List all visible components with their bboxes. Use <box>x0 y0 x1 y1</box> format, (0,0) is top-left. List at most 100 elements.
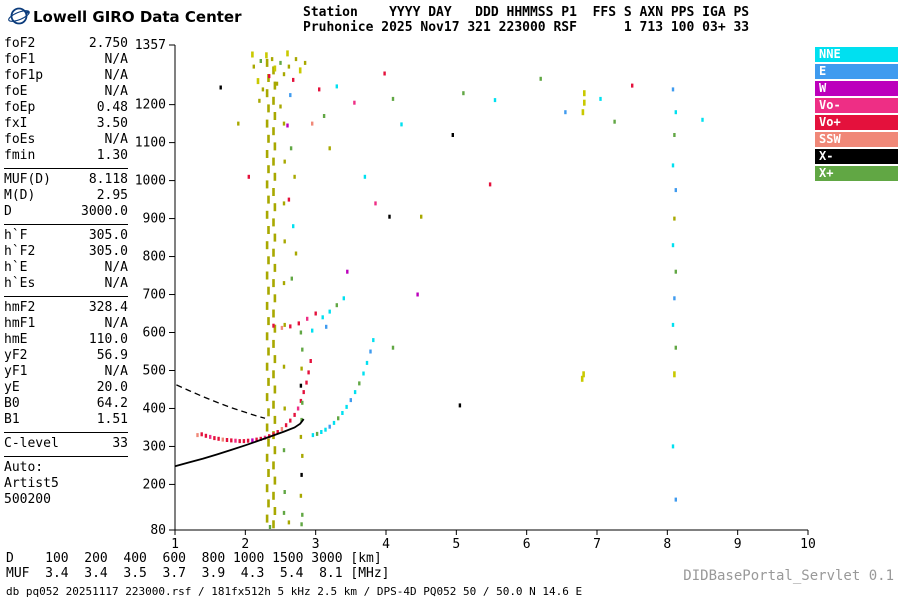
echo-type-legend: NNE E W Vo- Vo+ SSW X- X+ <box>815 47 898 183</box>
series-trace-vo-plus <box>200 71 634 444</box>
param-label: h`F <box>4 228 28 243</box>
x-tick-label: 2 <box>241 537 249 552</box>
param-row-fof1: foF1 N/A <box>4 52 128 68</box>
param-value: N/A <box>104 132 128 147</box>
x-tick-label: 7 <box>593 537 601 552</box>
legend-item-x: X- <box>815 149 898 164</box>
brand-title: Lowell GIRO Data Center <box>33 8 242 26</box>
param-label: foF1p <box>4 68 44 83</box>
param-value: 2.95 <box>96 188 128 203</box>
legend-item-w: W <box>815 81 898 96</box>
param-row-fxi: fxI 3.50 <box>4 116 128 132</box>
param-value: 305.0 <box>88 228 128 243</box>
param-row-hme: hmE 110.0 <box>4 332 128 348</box>
y-tick-label: 600 <box>143 326 166 341</box>
param-value: 8.118 <box>88 172 128 187</box>
param-label: foF1 <box>4 52 36 67</box>
series-trace-w <box>251 123 419 443</box>
param-label: D <box>4 204 12 219</box>
param-label: hmE <box>4 332 28 347</box>
param-value: 0.48 <box>96 100 128 115</box>
axes: 8020030040050060070080090010001100120013… <box>135 38 816 552</box>
y-tick-label: 400 <box>143 401 166 416</box>
param-label: B0 <box>4 396 20 411</box>
param-row-foep: foEp 0.48 <box>4 100 128 116</box>
param-value: N/A <box>104 84 128 99</box>
parameter-panel: foF2 2.750 foF1 N/A foF1p N/A foE N/A foEp 0.48 fx… <box>4 36 128 508</box>
param-row-foe: foE N/A <box>4 84 128 100</box>
param-row-muf-d: MUF(D) 8.118 <box>4 172 128 188</box>
param-value: 3.50 <box>96 116 128 131</box>
legend-item-xplus: X+ <box>815 166 898 181</box>
param-value: 1.30 <box>96 148 128 163</box>
param-label: MUF(D) <box>4 172 51 187</box>
legend-item-voplus: Vo+ <box>815 115 898 130</box>
param-value: 328.4 <box>88 300 128 315</box>
param-row-h-f: h`F 305.0 <box>4 228 128 244</box>
station-header: Station YYYY DAY DDD HHMMSS P1 FFS S AXN… <box>303 5 750 35</box>
param-row-artist5: Artist5 <box>4 476 128 492</box>
param-label: fxI <box>4 116 28 131</box>
y-tick-label: 1200 <box>135 98 166 113</box>
param-row-c-level: C-level 33 <box>4 436 128 452</box>
lowell-giro-logo-icon <box>7 4 31 32</box>
param-row-fof1p: foF1p N/A <box>4 68 128 84</box>
series-trace-nne <box>292 84 704 449</box>
param-label: h`F2 <box>4 244 36 259</box>
y-tick-label: 1100 <box>135 136 166 151</box>
y-tick-label: 80 <box>150 523 166 538</box>
param-row-m-d: M(D) 2.95 <box>4 188 128 204</box>
series-noise-band-a <box>265 58 270 523</box>
series-trace-x-plus <box>259 59 677 529</box>
param-value: 3000.0 <box>81 204 128 219</box>
x-tick-label: 6 <box>523 537 531 552</box>
ionogram-plot: 8020030040050060070080090010001100120013… <box>135 38 816 552</box>
param-row-ye: yE 20.0 <box>4 380 128 396</box>
y-tick-label: 200 <box>143 477 166 492</box>
param-label: foEs <box>4 132 36 147</box>
series-trace-e <box>289 87 677 502</box>
param-label: hmF1 <box>4 316 36 331</box>
param-value: N/A <box>104 260 128 275</box>
param-label: yF2 <box>4 348 28 363</box>
x-tick-label: 9 <box>734 537 742 552</box>
y-tick-label: 900 <box>143 212 166 227</box>
series-trace-ssw <box>196 121 314 442</box>
x-tick-label: 4 <box>382 537 390 552</box>
param-label: M(D) <box>4 188 36 203</box>
legend-item-vo: Vo- <box>815 98 898 113</box>
param-row-fof2: foF2 2.750 <box>4 36 128 52</box>
param-row-500200: 500200 <box>4 492 128 508</box>
param-label: yF1 <box>4 364 28 379</box>
series-trace-x-minus <box>219 85 462 477</box>
param-divider <box>4 224 128 225</box>
param-label: B1 <box>4 412 20 427</box>
param-row-h-f2: h`F2 305.0 <box>4 244 128 260</box>
param-row-fmin: fmin 1.30 <box>4 148 128 164</box>
param-value: 33 <box>112 436 128 451</box>
param-label: 500200 <box>4 492 51 507</box>
param-row-h-e: h`E N/A <box>4 260 128 276</box>
measurement-file-info: db pq052 20251117 223000.rsf / 181fx512h… <box>6 585 583 598</box>
param-row-yf2: yF2 56.9 <box>4 348 128 364</box>
y-tick-label: 1357 <box>135 38 166 53</box>
series-noise-yellow <box>251 50 676 382</box>
series-noise-band-b <box>272 66 277 529</box>
param-value: 110.0 <box>88 332 128 347</box>
param-row-yf1: yF1 N/A <box>4 364 128 380</box>
param-value: N/A <box>104 276 128 291</box>
series-noise-olive-misc <box>237 57 676 525</box>
param-row-hmf2: hmF2 328.4 <box>4 300 128 316</box>
y-tick-label: 700 <box>143 288 166 303</box>
param-value: N/A <box>104 364 128 379</box>
param-row-foes: foEs N/A <box>4 132 128 148</box>
distance-muf-table: D 100 200 400 600 800 1000 1500 3000 [km… <box>6 551 390 581</box>
param-row-d: D 3000.0 <box>4 204 128 220</box>
param-value: N/A <box>104 52 128 67</box>
param-label: hmF2 <box>4 300 36 315</box>
param-divider <box>4 296 128 297</box>
param-label: Auto: <box>4 460 44 475</box>
param-label: foEp <box>4 100 36 115</box>
y-tick-label: 300 <box>143 439 166 454</box>
